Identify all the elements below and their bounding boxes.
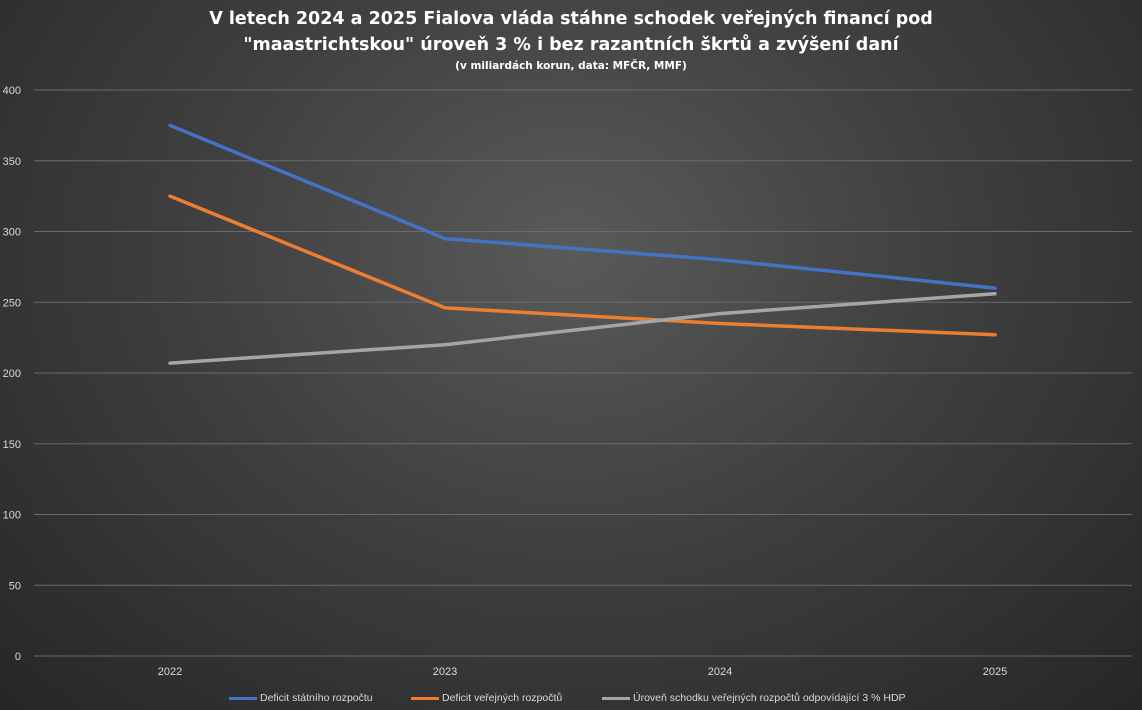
y-tick-label: 300 xyxy=(3,227,21,239)
y-tick-label: 350 xyxy=(3,156,21,168)
series-line-3 xyxy=(168,292,997,365)
x-tick-label: 2023 xyxy=(433,666,457,678)
chart-subtitle: (v miliardách korun, data: MFČR, MMF) xyxy=(455,60,687,72)
y-tick-label: 400 xyxy=(3,85,21,97)
legend-item-2: Deficit veřejných rozpočtů xyxy=(411,690,562,706)
legend-item-1: Deficit státního rozpočtu xyxy=(229,690,373,706)
series-lines xyxy=(168,123,997,365)
chart-title-block: V letech 2024 a 2025 Fialova vláda stáhn… xyxy=(0,6,1142,73)
series-line-1 xyxy=(168,123,997,290)
series-line-2 xyxy=(168,194,997,337)
legend-swatch xyxy=(602,696,630,700)
y-tick-label: 250 xyxy=(3,297,21,309)
y-tick-label: 100 xyxy=(3,510,21,522)
x-tick-label: 2025 xyxy=(983,666,1007,678)
y-tick-label: 150 xyxy=(3,439,21,451)
legend-swatch xyxy=(411,696,439,700)
gridlines xyxy=(34,89,1132,657)
legend-label: Deficit veřejných rozpočtů xyxy=(442,692,563,704)
legend-label: Úroveň schodku veřejných rozpočtů odpoví… xyxy=(633,692,906,704)
y-tick-label: 200 xyxy=(3,368,21,380)
legend-swatch xyxy=(229,696,257,700)
x-tick-label: 2022 xyxy=(158,666,182,678)
y-axis-ticks: 0 50 100 150 200 250 300 350 400 xyxy=(3,85,21,663)
y-tick-label: 0 xyxy=(15,651,21,663)
y-tick-label: 50 xyxy=(9,580,21,592)
legend-item-3: Úroveň schodku veřejných rozpočtů odpoví… xyxy=(602,690,906,706)
x-axis-ticks: 2022 2023 2024 2025 xyxy=(158,666,1007,678)
chart-title-line-2: "maastrichtskou" úroveň 3 % i bez razant… xyxy=(243,35,899,55)
chart-title-line-1: V letech 2024 a 2025 Fialova vláda stáhn… xyxy=(209,9,933,29)
legend-label: Deficit státního rozpočtu xyxy=(260,692,373,704)
legend: Deficit státního rozpočtu Deficit veřejný… xyxy=(0,690,1142,706)
x-tick-label: 2024 xyxy=(708,666,732,678)
